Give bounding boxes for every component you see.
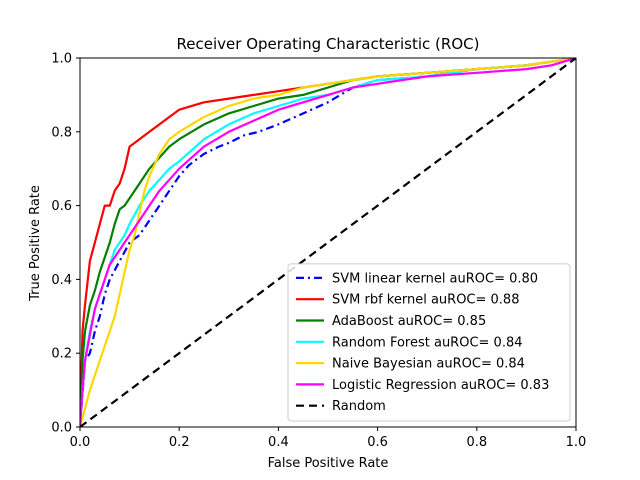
legend: SVM linear kernel auROC= 0.80 SVM rbf ker…: [287, 263, 571, 422]
legend-box: [287, 263, 571, 422]
chart-title: Receiver Operating Characteristic (ROC): [177, 35, 480, 53]
series-line-4: [80, 58, 576, 427]
y-tick-label-1: 0.2: [51, 347, 72, 362]
y-tick-label-2: 0.4: [51, 273, 72, 288]
y-tick-label-3: 0.6: [51, 199, 72, 214]
y-tick-label-4: 0.8: [51, 125, 72, 140]
y-tick-label-0: 0.0: [51, 421, 72, 436]
x-tick-label-3: 0.6: [367, 435, 388, 450]
series-group: [80, 58, 576, 427]
legend-entry-4: Naive Bayesian auROC= 0.84: [332, 357, 525, 372]
x-tick-label-4: 0.8: [466, 435, 487, 450]
y-axis-ticks: 0.0 0.2 0.4 0.6 0.8 1.0: [51, 52, 80, 436]
legend-entry-6: Random: [332, 399, 386, 414]
x-tick-label-2: 0.4: [268, 435, 289, 450]
y-axis-label: True Positive Rate: [28, 185, 43, 302]
legend-entry-3: Random Forest auROC= 0.84: [332, 335, 523, 350]
y-tick-label-5: 1.0: [51, 52, 72, 67]
plot-frame: [79, 57, 577, 428]
legend-entry-1: SVM rbf kernel auROC= 0.88: [332, 293, 519, 308]
x-tick-label-1: 0.2: [169, 435, 190, 450]
legend-entry-5: Logistic Regression auROC= 0.83: [332, 378, 549, 393]
x-tick-label-0: 0.0: [70, 435, 91, 450]
series-line-5: [80, 58, 576, 427]
legend-entry-2: AdaBoost auROC= 0.85: [332, 314, 486, 329]
x-tick-label-5: 1.0: [566, 435, 587, 450]
x-axis-label: False Positive Rate: [268, 456, 389, 471]
x-axis-ticks: 0.0 0.2 0.4 0.6 0.8 1.0: [70, 427, 587, 450]
legend-entry-0: SVM linear kernel auROC= 0.80: [332, 271, 538, 286]
